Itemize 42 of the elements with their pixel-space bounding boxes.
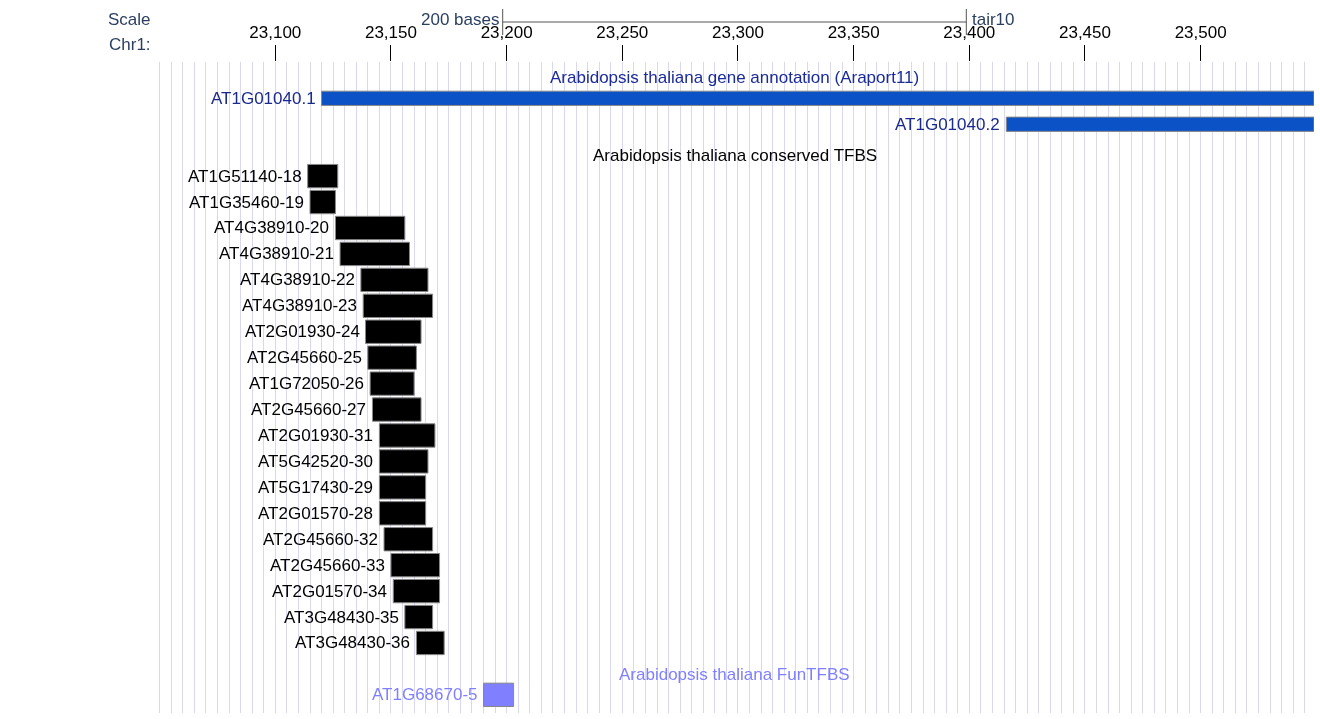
y-tick-label: AT1G51140-18	[188, 167, 302, 186]
y-tick-label: AT4G38910-22	[240, 270, 355, 289]
y-tick-label: AT1G01040.2	[895, 115, 1000, 134]
x-tick-label: 23,450	[1058, 23, 1111, 43]
y-tick-label: AT4G38910-21	[219, 244, 334, 263]
y-tick-label: AT2G01570-28	[258, 504, 373, 523]
y-tick-label: AT2G45660-27	[251, 400, 366, 419]
x-tick-label: 23,350	[827, 23, 880, 43]
x-tick-label: 23,300	[711, 23, 764, 43]
bar	[404, 604, 434, 630]
y-tick-label: AT1G35460-19	[189, 193, 304, 212]
y-tick-label: AT3G48430-35	[284, 608, 399, 627]
y-tick-label: AT3G48430-36	[295, 633, 410, 652]
y-tick-label: AT2G01930-24	[245, 322, 360, 341]
y-tick-label: AT5G17430-29	[258, 478, 373, 497]
y-tick-label: AT1G68670-5	[372, 685, 478, 704]
x-axis-title: Chr1:	[109, 35, 151, 54]
x-tick-label: 23,150	[364, 23, 417, 43]
bar	[392, 578, 441, 604]
y-tick-label: AT4G38910-23	[242, 296, 357, 315]
annotation: Arabidopsis thaliana gene annotation (Araport11)	[550, 68, 920, 87]
y-tick-label: AT2G01570-34	[272, 582, 387, 601]
bar	[334, 215, 406, 241]
y-tick-label: AT1G01040.1	[211, 89, 316, 108]
y-tick-label: AT2G45660-25	[247, 348, 362, 367]
bar	[415, 630, 445, 656]
y-tick-label: AT1G72050-26	[249, 374, 364, 393]
bar	[309, 189, 336, 215]
x-tick-label: 23,100	[249, 23, 302, 43]
y-tick-label: AT5G42520-30	[258, 452, 373, 471]
y-tick-label: AT2G45660-33	[270, 556, 385, 575]
y-tick-label: AT2G01930-31	[258, 426, 373, 445]
annotation: Arabidopsis thaliana conserved TFBS	[593, 146, 878, 165]
y-tick-label: AT2G45660-32	[263, 530, 378, 549]
y-tick-label: AT4G38910-20	[214, 218, 329, 237]
bar	[339, 241, 410, 267]
text: Scale	[108, 10, 151, 29]
x-tick-label: 23,500	[1174, 23, 1227, 43]
x-tick-label: 23,250	[596, 23, 649, 43]
bar	[307, 163, 339, 189]
bar	[483, 682, 515, 708]
annotation: Arabidopsis thaliana FunTFBS	[619, 665, 850, 684]
